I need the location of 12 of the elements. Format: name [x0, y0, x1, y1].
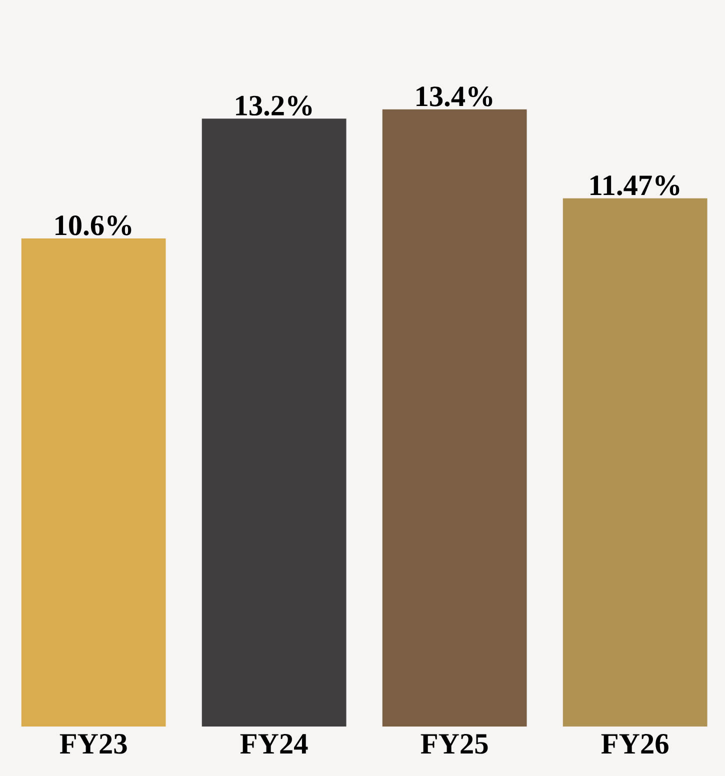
bar — [562, 198, 708, 727]
x-tick-label: FY25 — [420, 734, 488, 754]
data-label: 11.47% — [590, 175, 680, 196]
x-tick-label: FY23 — [60, 734, 127, 754]
data-label: 10.6% — [55, 216, 132, 236]
bar — [382, 109, 527, 727]
bar — [21, 238, 166, 727]
data-label: 13.2% — [236, 96, 312, 116]
x-tick-label: FY26 — [601, 734, 668, 754]
x-tick-label: FY24 — [240, 734, 308, 754]
bar — [202, 118, 346, 727]
data-label: 13.4% — [416, 86, 492, 106]
